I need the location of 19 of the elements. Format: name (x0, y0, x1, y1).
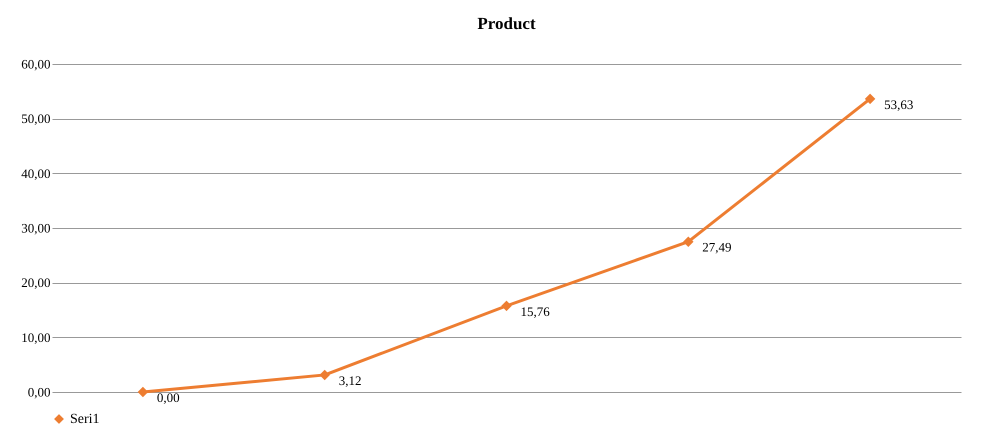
y-tick-label: 30,00 (21, 220, 50, 236)
data-label: 0,00 (156, 390, 180, 405)
data-label: 53,63 (884, 96, 914, 112)
y-tick-label: 60,00 (21, 56, 50, 72)
chart-title: Product (477, 14, 536, 33)
y-tick-label: 10,00 (21, 330, 50, 345)
y-tick-label: 0,00 (28, 384, 50, 400)
y-tick-label: 20,00 (21, 275, 50, 290)
point (501, 300, 512, 312)
point (319, 370, 330, 380)
data-label: 3,12 (338, 372, 362, 388)
legend-label: Seri1 (70, 412, 100, 427)
data-label: 15,76 (520, 304, 550, 319)
y-tick-label: 50,00 (21, 111, 50, 126)
point (683, 236, 694, 247)
y-tick-label: 40,00 (21, 166, 50, 181)
point (864, 94, 876, 104)
data-label: 27,49 (702, 240, 732, 255)
point (138, 386, 148, 398)
